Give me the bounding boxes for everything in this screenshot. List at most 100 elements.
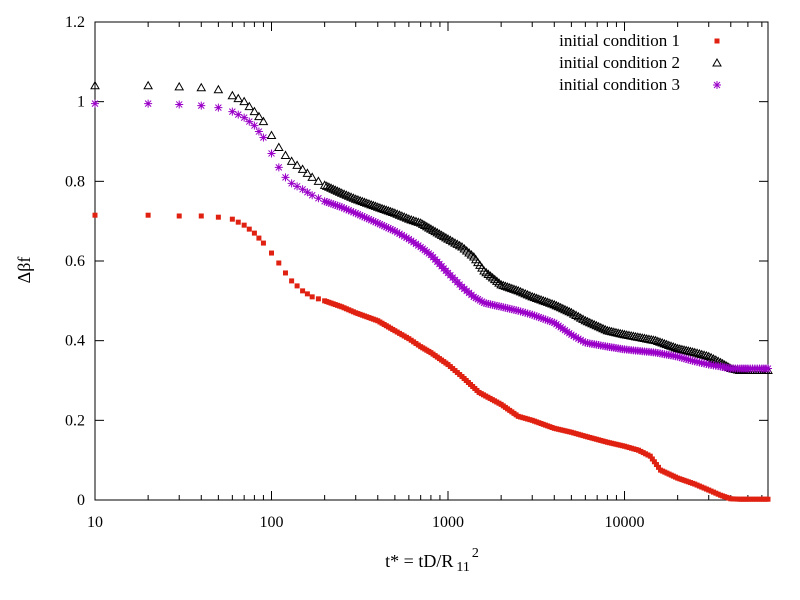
data-point [266, 130, 277, 140]
data-point [693, 357, 702, 366]
y-axis-title: Δβf [14, 257, 34, 284]
data-point [579, 337, 588, 346]
data-point [340, 204, 349, 213]
data-point [364, 199, 374, 208]
data-point [397, 211, 407, 220]
data-point [600, 324, 611, 334]
data-point [342, 205, 351, 214]
data-point [335, 202, 344, 211]
legend: initial condition 1 initial condition 2 in… [559, 31, 722, 94]
marks [90, 80, 773, 502]
data-point [538, 295, 549, 305]
data-point [293, 182, 302, 191]
data-point [308, 191, 317, 200]
data-point [542, 297, 553, 306]
legend-label: initial condition 2 [559, 53, 680, 72]
data-point [661, 339, 672, 349]
data-point [492, 276, 502, 285]
tick-labels: 0 0.2 0.4 0.6 0.8 1 1.2 10 100 1000 10000 [65, 14, 645, 531]
data-point [589, 319, 600, 329]
data-point [684, 355, 693, 364]
data-point [477, 297, 486, 306]
data-point [699, 350, 709, 359]
data-point [329, 200, 338, 209]
data-point [666, 341, 676, 350]
data-point [228, 107, 237, 116]
ticks [94, 21, 768, 501]
x-tick-label: 10000 [605, 514, 645, 531]
data-point [487, 272, 498, 282]
data-point [297, 164, 308, 173]
data-point [274, 163, 283, 172]
data-point [527, 291, 538, 301]
data-point [241, 222, 247, 228]
data-point [249, 106, 260, 116]
data-point [496, 279, 507, 289]
data-point [375, 202, 385, 212]
data-point [568, 309, 579, 318]
data-point [409, 238, 418, 247]
data-point [569, 332, 578, 341]
data-point [443, 234, 453, 243]
x-axis-title-sup: 2 [472, 546, 479, 561]
data-point [528, 310, 537, 319]
data-point [244, 101, 255, 111]
data-point [701, 350, 712, 360]
data-point [250, 121, 259, 130]
data-point [397, 231, 406, 240]
data-point [364, 215, 373, 224]
data-point [375, 220, 384, 229]
data-point [256, 235, 262, 241]
data-point [393, 228, 402, 237]
data-point [287, 179, 296, 188]
data-point [511, 285, 521, 294]
data-point [473, 295, 482, 304]
data-point [703, 351, 714, 361]
data-point [351, 209, 360, 218]
data-point [587, 318, 597, 328]
data-point [692, 348, 702, 357]
data-point [598, 323, 608, 333]
data-point [346, 192, 356, 201]
data-point [547, 299, 557, 308]
y-tick-label: 0.2 [65, 412, 85, 429]
data-point [682, 354, 691, 363]
data-point [557, 303, 568, 313]
data-point [334, 187, 345, 196]
data-point [303, 188, 312, 197]
data-point [313, 176, 324, 185]
data-point [353, 195, 363, 204]
data-point [370, 201, 381, 210]
data-point [294, 283, 300, 289]
data-point [399, 212, 410, 221]
data-point [522, 289, 533, 299]
series-3 [91, 99, 772, 373]
data-point [314, 194, 323, 203]
y-tick-label: 0.8 [65, 173, 85, 190]
data-point [706, 352, 716, 362]
data-point [348, 193, 359, 202]
data-point [518, 308, 527, 317]
data-point [582, 316, 593, 326]
data-point [584, 317, 595, 327]
data-point [532, 312, 541, 321]
data-point [246, 226, 252, 232]
x-tick-label: 100 [260, 514, 284, 531]
data-point [276, 260, 282, 266]
x-axis-title-main: t* = tD/R [385, 551, 453, 571]
data-point [368, 200, 379, 210]
data-point [686, 356, 695, 365]
data-point [567, 330, 576, 339]
data-point [395, 229, 404, 238]
data-point [197, 101, 206, 110]
data-point [359, 197, 370, 206]
x-axis-title-sub: 11 [456, 560, 469, 575]
data-point [689, 347, 700, 357]
data-point [530, 311, 539, 320]
data-point [385, 206, 396, 216]
data-point [240, 113, 249, 122]
data-point [562, 305, 572, 315]
data-point [523, 309, 532, 318]
data-point [377, 203, 387, 213]
